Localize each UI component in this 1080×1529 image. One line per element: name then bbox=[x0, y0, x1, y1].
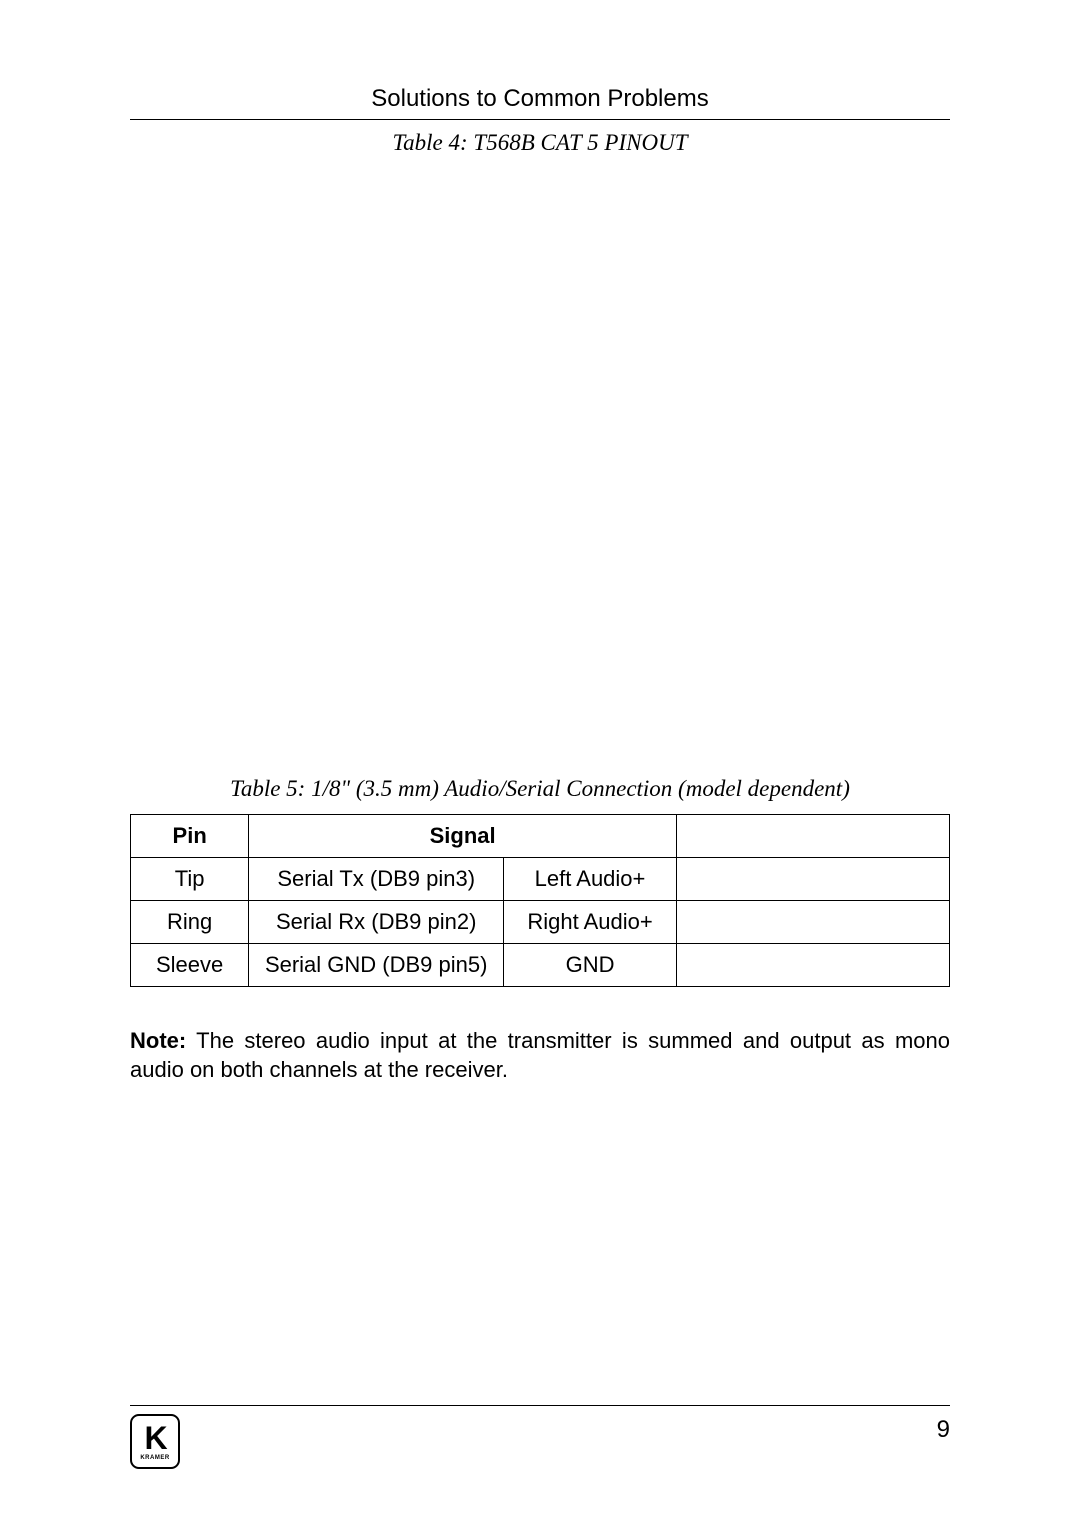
note-label: Note: bbox=[130, 1028, 186, 1053]
page-footer: K KRAMER 9 bbox=[130, 1405, 950, 1469]
table-header-row: Pin Signal bbox=[131, 815, 950, 858]
logo-letter: K bbox=[144, 1422, 165, 1454]
footer-content: K KRAMER 9 bbox=[130, 1414, 950, 1469]
brand-logo: K KRAMER bbox=[130, 1414, 180, 1469]
cell-pin: Tip bbox=[131, 858, 249, 901]
note-paragraph: Note: The stereo audio input at the tran… bbox=[130, 1027, 950, 1084]
pinout-table: Pin Signal Tip Serial Tx (DB9 pin3) Left… bbox=[130, 814, 950, 987]
cell-blank bbox=[676, 944, 949, 987]
document-page: Solutions to Common Problems Table 4: T5… bbox=[0, 0, 1080, 1529]
cell-signal-b: GND bbox=[504, 944, 677, 987]
cell-signal-a: Serial GND (DB9 pin5) bbox=[249, 944, 504, 987]
cell-blank bbox=[676, 901, 949, 944]
table-4-caption: Table 4: T568B CAT 5 PINOUT bbox=[130, 130, 950, 156]
table-5-caption: Table 5: 1/8" (3.5 mm) Audio/Serial Conn… bbox=[130, 776, 950, 802]
page-number: 9 bbox=[937, 1416, 950, 1444]
section-header: Solutions to Common Problems bbox=[130, 85, 950, 120]
cell-pin: Ring bbox=[131, 901, 249, 944]
cell-signal-b: Left Audio+ bbox=[504, 858, 677, 901]
cell-pin: Sleeve bbox=[131, 944, 249, 987]
cell-blank bbox=[676, 858, 949, 901]
col-header-pin: Pin bbox=[131, 815, 249, 858]
col-header-blank bbox=[676, 815, 949, 858]
cell-signal-a: Serial Tx (DB9 pin3) bbox=[249, 858, 504, 901]
footer-divider bbox=[130, 1405, 950, 1406]
cell-signal-a: Serial Rx (DB9 pin2) bbox=[249, 901, 504, 944]
cell-signal-b: Right Audio+ bbox=[504, 901, 677, 944]
table-row: Sleeve Serial GND (DB9 pin5) GND bbox=[131, 944, 950, 987]
table-row: Ring Serial Rx (DB9 pin2) Right Audio+ bbox=[131, 901, 950, 944]
table-row: Tip Serial Tx (DB9 pin3) Left Audio+ bbox=[131, 858, 950, 901]
note-body: The stereo audio input at the transmitte… bbox=[130, 1028, 950, 1082]
col-header-signal: Signal bbox=[249, 815, 677, 858]
logo-brand-text: KRAMER bbox=[140, 1455, 169, 1461]
